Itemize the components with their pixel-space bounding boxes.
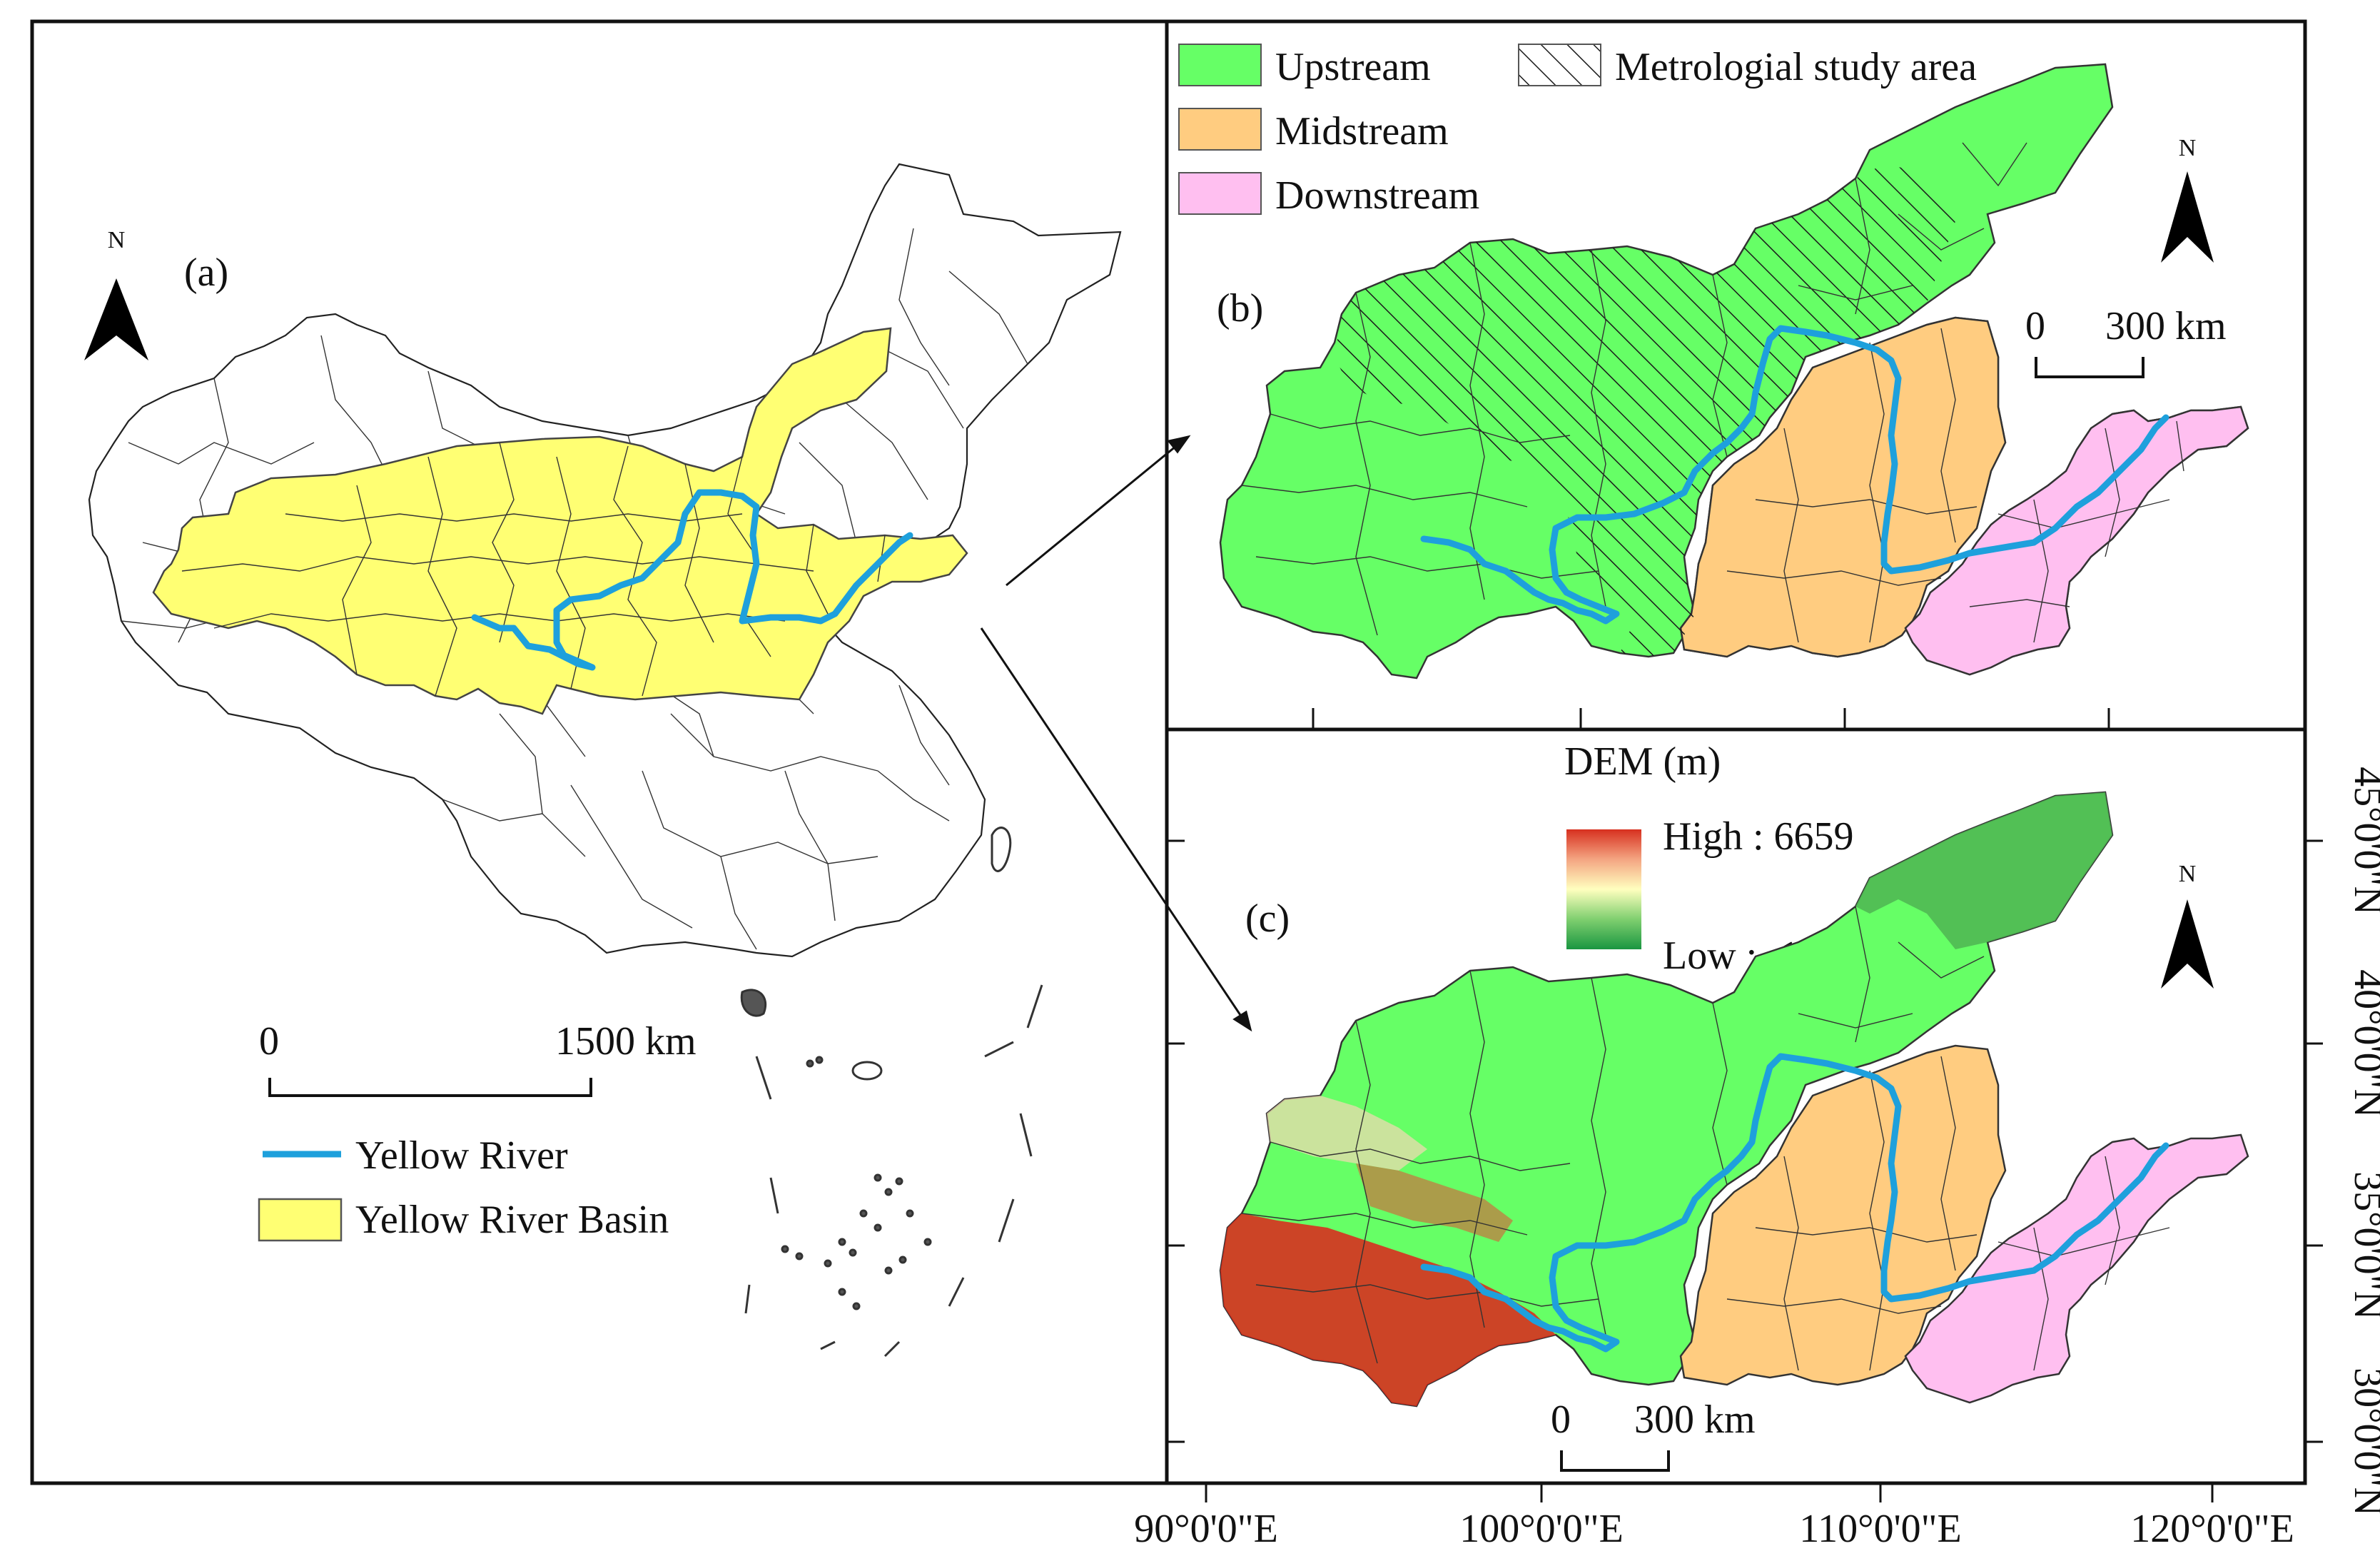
- legend-basin-label: Yellow River Basin: [355, 1198, 669, 1242]
- legend-downstream-label: Downstream: [1275, 173, 1479, 218]
- dem-legend-ramp: [1566, 829, 1641, 949]
- legend-river-label: Yellow River: [355, 1133, 568, 1178]
- yellow-river-line-c: [1420, 1053, 2169, 1353]
- north-arrow-icon: N: [2161, 135, 2214, 263]
- county-boundaries-c: [1241, 906, 2170, 1371]
- south-china-sea-islands: [740, 827, 1043, 1358]
- y-tick-labels: 30°0'0"N 35°0'0"N 40°0'0"N 45°0'0"N: [2346, 767, 2380, 1516]
- svg-text:1500 km: 1500 km: [555, 1019, 697, 1064]
- connector-arrows: [980, 435, 1252, 1032]
- panel-a-china-map: (a) N: [30, 19, 1169, 1485]
- map-axes: [1167, 708, 2323, 1502]
- svg-text:0: 0: [259, 1019, 279, 1064]
- y-tick-label: 40°0'0"N: [2346, 969, 2380, 1118]
- north-arrow-icon: N: [2161, 861, 2214, 989]
- scale-bar-b: 0 300 km: [2025, 304, 2227, 378]
- county-boundaries-b: [1241, 142, 2184, 643]
- y-tick-label: 45°0'0"N: [2346, 767, 2380, 915]
- legend-a: Yellow River Yellow River Basin: [258, 1133, 669, 1242]
- legend-study-area-label: Metrologial study area: [1615, 45, 1977, 89]
- panel-c-frame: [1165, 727, 2307, 1485]
- panel-a-label: (a): [184, 251, 228, 295]
- legend-basin-swatch: [258, 1198, 343, 1242]
- x-tick-label: 90°0'0"E: [1134, 1507, 1278, 1551]
- x-tick-labels: 90°0'0"E 100°0'0"E 110°0'0"E 120°0'0"E: [1134, 1507, 2294, 1551]
- legend-midstream-swatch: [1178, 108, 1262, 151]
- svg-text:300 km: 300 km: [2105, 304, 2227, 348]
- legend-upstream-swatch: [1178, 44, 1262, 86]
- panel-c-dem: DEM (m) High : 6659 Low :−10 (c) N 0 300…: [1165, 727, 2307, 1485]
- study-area-hatch: [1335, 164, 2249, 676]
- x-tick-label: 110°0'0"E: [1799, 1507, 1961, 1551]
- panel-c-label: (c): [1245, 896, 1290, 941]
- dem-high-label: High : 6659: [1663, 814, 1854, 859]
- x-tick-label: 120°0'0"E: [2130, 1507, 2294, 1551]
- legend-midstream-label: Midstream: [1275, 109, 1449, 153]
- panel-a-frame: [30, 19, 1169, 1485]
- yellow-river-line-b: [1420, 325, 2169, 625]
- legend-study-area-swatch: [1518, 44, 1601, 86]
- dem-basin: [1219, 791, 2249, 1408]
- legend-upstream-label: Upstream: [1275, 45, 1431, 89]
- yellow-river-line-a: [471, 489, 913, 671]
- north-arrow-icon: N: [84, 227, 148, 360]
- svg-text:0: 0: [2025, 304, 2045, 348]
- y-tick-label: 35°0'0"N: [2346, 1171, 2380, 1320]
- legend-b: Upstream Midstream Downstream Metrologia…: [1178, 44, 1977, 218]
- svg-text:N: N: [2179, 861, 2197, 887]
- svg-text:N: N: [2179, 135, 2197, 161]
- dem-surface: [1219, 791, 2249, 1408]
- panel-b-label: (b): [1217, 286, 1263, 330]
- dem-title: DEM (m): [1564, 739, 1721, 784]
- x-tick-label: 100°0'0"E: [1459, 1507, 1624, 1551]
- svg-text:0: 0: [1551, 1398, 1571, 1442]
- svg-text:N: N: [108, 227, 126, 253]
- panel-b-basin-reaches: Upstream Midstream Downstream Metrologia…: [1165, 19, 2307, 732]
- scale-bar-a: 0 1500 km: [259, 1019, 697, 1097]
- y-tick-label: 30°0'0"N: [2346, 1368, 2380, 1516]
- scale-bar-c: 0 300 km: [1551, 1398, 1756, 1472]
- svg-text:300 km: 300 km: [1634, 1398, 1756, 1442]
- legend-downstream-swatch: [1178, 172, 1262, 215]
